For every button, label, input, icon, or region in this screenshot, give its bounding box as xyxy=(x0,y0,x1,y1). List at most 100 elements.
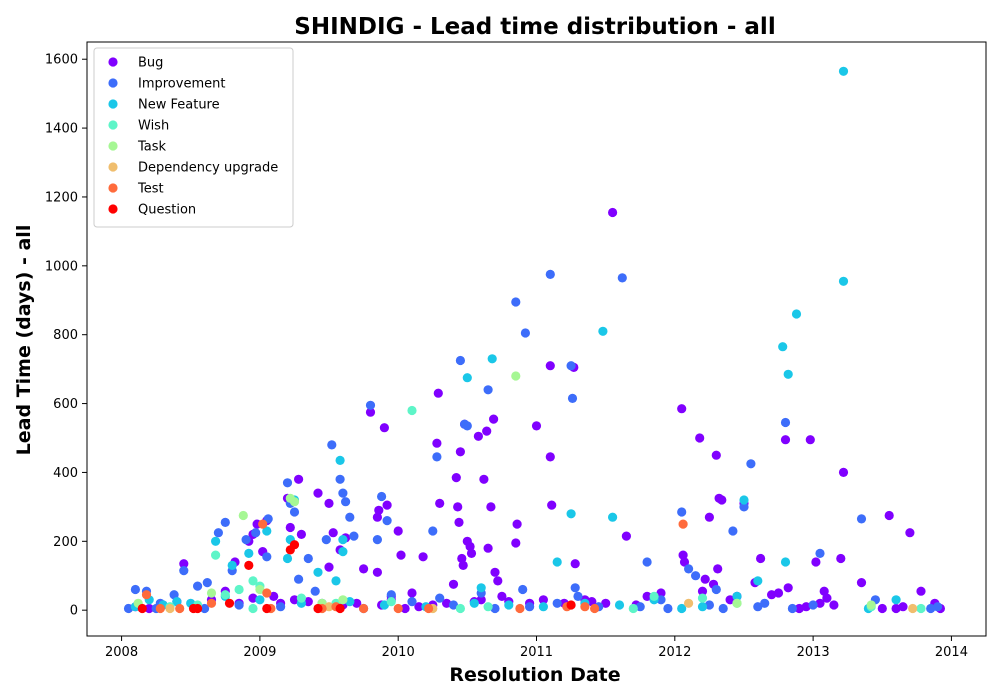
legend-marker-wish xyxy=(108,120,118,130)
data-point-bug xyxy=(379,423,389,433)
y-tick-label: 400 xyxy=(53,466,78,481)
data-point-bug xyxy=(451,473,461,483)
data-point-bug xyxy=(819,586,829,596)
y-tick-label: 1600 xyxy=(45,53,78,68)
data-point-bug xyxy=(489,414,499,424)
data-point-new-feature xyxy=(338,535,348,545)
data-point-bug xyxy=(497,591,507,602)
x-tick-label: 2010 xyxy=(382,645,415,660)
data-point-new-feature xyxy=(262,526,272,536)
data-point-new-feature xyxy=(598,326,608,336)
data-point-bug xyxy=(313,488,323,498)
data-point-new-feature xyxy=(838,66,849,76)
data-point-new-feature xyxy=(753,576,763,586)
data-point-bug xyxy=(448,579,459,589)
data-point-new-feature xyxy=(780,557,791,567)
y-tick-label: 1400 xyxy=(45,122,78,137)
data-point-improvement xyxy=(289,507,300,517)
data-point-bug xyxy=(400,603,410,614)
data-point-question xyxy=(313,603,323,614)
data-point-bug xyxy=(482,426,492,436)
data-point-bug xyxy=(695,433,705,443)
data-point-question xyxy=(224,598,235,608)
data-point-wish xyxy=(248,603,258,614)
data-point-bug xyxy=(829,600,839,610)
data-point-new-feature xyxy=(331,576,341,586)
data-point-wish xyxy=(455,603,465,614)
data-point-improvement xyxy=(617,273,627,283)
data-point-new-feature xyxy=(677,603,687,614)
legend-label-new-feature: New Feature xyxy=(138,98,220,113)
data-point-bug xyxy=(352,598,362,608)
data-point-bug xyxy=(289,595,300,605)
data-point-improvement xyxy=(856,514,867,524)
data-point-bug xyxy=(678,550,688,560)
data-point-improvement xyxy=(926,603,936,614)
data-point-bug xyxy=(324,562,334,572)
data-point-improvement xyxy=(234,600,244,610)
data-point-improvement xyxy=(338,488,348,498)
chart-legend: Bug Improvement New Feature Wish Task Depende… xyxy=(93,47,294,228)
legend-marker-improvement xyxy=(108,78,118,88)
data-point-test xyxy=(359,603,369,614)
data-point-task xyxy=(255,584,265,595)
data-point-task xyxy=(338,595,348,605)
data-point-test xyxy=(206,598,217,608)
x-tick-label: 2014 xyxy=(935,645,968,660)
data-point-dependency-upgrade xyxy=(165,603,175,614)
data-point-question xyxy=(244,560,254,571)
data-point-improvement xyxy=(573,591,583,602)
data-point-bug xyxy=(767,590,777,600)
data-point-bug xyxy=(601,598,611,608)
data-point-new-feature xyxy=(282,553,293,564)
data-point-bug xyxy=(725,595,735,605)
data-point-wish xyxy=(916,603,926,614)
data-point-improvement xyxy=(377,491,387,502)
data-point-bug xyxy=(838,467,849,477)
data-point-improvement xyxy=(303,553,313,564)
data-point-bug xyxy=(773,588,784,598)
data-point-bug xyxy=(512,519,522,529)
data-point-improvement xyxy=(545,269,555,279)
legend-label-dependency-upgrade: Dependency upgrade xyxy=(138,161,278,176)
data-point-bug xyxy=(642,591,652,602)
data-point-new-feature xyxy=(732,591,742,602)
data-point-improvement xyxy=(282,478,293,488)
data-point-improvement xyxy=(345,512,355,522)
data-point-new-feature xyxy=(614,600,625,610)
data-point-question xyxy=(335,603,345,614)
data-point-task xyxy=(289,497,300,507)
data-point-wish xyxy=(649,591,659,602)
data-point-bug xyxy=(454,517,464,528)
data-point-question xyxy=(137,603,147,614)
data-point-improvement xyxy=(677,507,687,517)
data-point-bug xyxy=(905,528,915,538)
data-point-new-feature xyxy=(566,509,576,519)
data-point-improvement xyxy=(169,590,179,600)
data-point-bug xyxy=(473,431,483,441)
data-point-bug xyxy=(418,552,428,562)
x-axis-title: Resolution Date xyxy=(449,664,620,686)
data-point-bug xyxy=(144,603,154,614)
data-point-bug xyxy=(898,602,908,612)
data-point-bug xyxy=(511,538,521,548)
data-point-dependency-upgrade xyxy=(908,603,918,614)
data-point-bug xyxy=(608,207,618,218)
data-point-question xyxy=(193,603,203,614)
data-point-bug xyxy=(587,597,597,607)
data-point-improvement xyxy=(435,593,445,603)
data-point-bug xyxy=(435,498,445,508)
x-tick-label: 2008 xyxy=(105,645,138,660)
legend-marker-bug xyxy=(108,57,118,67)
data-point-wish xyxy=(483,602,493,612)
data-point-improvement xyxy=(448,600,459,610)
legend-marker-task xyxy=(108,141,118,151)
data-point-bug xyxy=(179,559,189,569)
data-point-test xyxy=(258,519,268,529)
data-point-bug xyxy=(547,500,557,510)
data-point-bug xyxy=(570,559,580,569)
legend-label-task: Task xyxy=(137,140,167,155)
data-point-bug xyxy=(783,583,793,593)
data-point-test xyxy=(262,588,272,598)
